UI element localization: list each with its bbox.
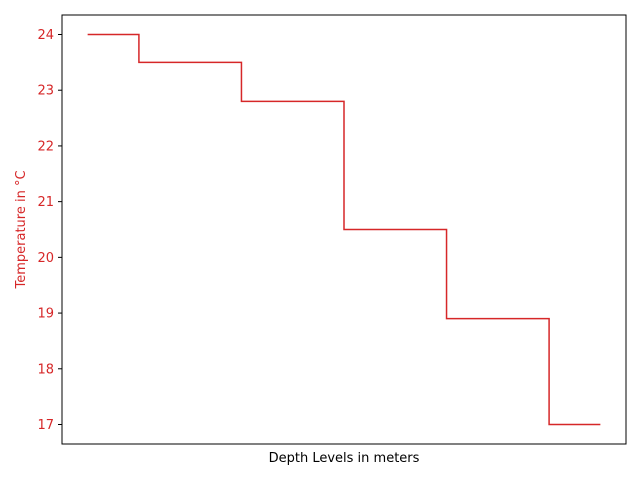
y-axis-ticks: 17 18 19 20 21 22 23 24 — [37, 28, 62, 433]
y-tick-label: 18 — [37, 362, 54, 377]
y-tick-label: 24 — [37, 28, 54, 43]
y-axis-label: Temperature in °C — [14, 170, 29, 289]
x-axis-label: Depth Levels in meters — [269, 451, 420, 466]
temperature-step-line — [87, 33, 601, 426]
y-tick-label: 23 — [37, 84, 54, 99]
plot-frame — [61, 14, 627, 445]
y-tick-label: 22 — [37, 139, 54, 154]
y-tick-label: 17 — [37, 418, 54, 433]
y-tick-label: 19 — [37, 307, 54, 322]
y-tick-label: 21 — [37, 195, 54, 210]
y-tick-label: 20 — [37, 251, 54, 266]
